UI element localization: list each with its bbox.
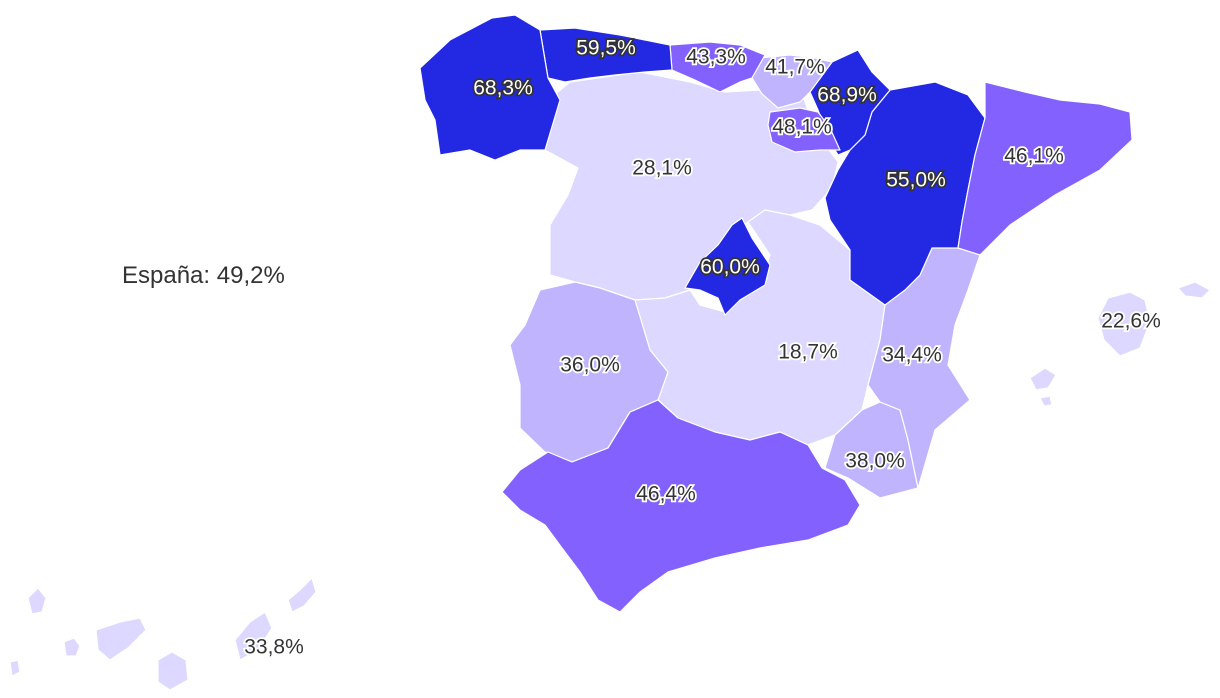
- region-value-label: 38,0%: [845, 450, 905, 473]
- region-value-label: 60,0%: [700, 256, 760, 279]
- region-value-label: 18,7%: [778, 341, 838, 364]
- region-value-label: 46,4%: [636, 483, 696, 506]
- region-pais-vasco[interactable]: [751, 54, 833, 109]
- region-value-label: 28,1%: [632, 157, 692, 180]
- region-canarias[interactable]: [9, 577, 317, 691]
- region-value-label: 34,4%: [882, 344, 942, 367]
- region-value-label: 43,3%: [686, 46, 746, 69]
- region-value-label: 36,0%: [560, 354, 620, 377]
- region-aragon[interactable]: [824, 81, 986, 306]
- region-value-label: 68,3%: [473, 77, 533, 100]
- region-value-label: 68,9%: [817, 84, 877, 107]
- region-cantabria[interactable]: [669, 41, 766, 93]
- national-total: España: 49,2%: [122, 262, 285, 289]
- region-labels: 68,3% 59,5% 43,3% 41,7% 68,9% 48,1% 55,0% 46,1%…: [242, 35, 1162, 661]
- region-madrid[interactable]: [684, 217, 771, 316]
- national-value: 49,2%: [216, 262, 285, 289]
- region-value-label: 46,1%: [1004, 145, 1064, 168]
- region-cataluna[interactable]: [957, 81, 1133, 256]
- region-asturias[interactable]: [539, 27, 673, 83]
- region-la-rioja[interactable]: [767, 107, 841, 153]
- region-value-label: 41,7%: [765, 56, 825, 79]
- region-andalucia[interactable]: [501, 399, 861, 613]
- region-value-label: 22,6%: [1101, 310, 1161, 333]
- region-value-label: 59,5%: [576, 37, 636, 60]
- region-value-label: 48,1%: [772, 116, 832, 139]
- region-galicia[interactable]: [419, 14, 561, 161]
- national-label: España: [122, 262, 204, 289]
- region-value-label: 33,8%: [244, 636, 304, 659]
- region-illes-balears[interactable]: [1029, 281, 1211, 407]
- region-value-label: 55,0%: [886, 169, 946, 192]
